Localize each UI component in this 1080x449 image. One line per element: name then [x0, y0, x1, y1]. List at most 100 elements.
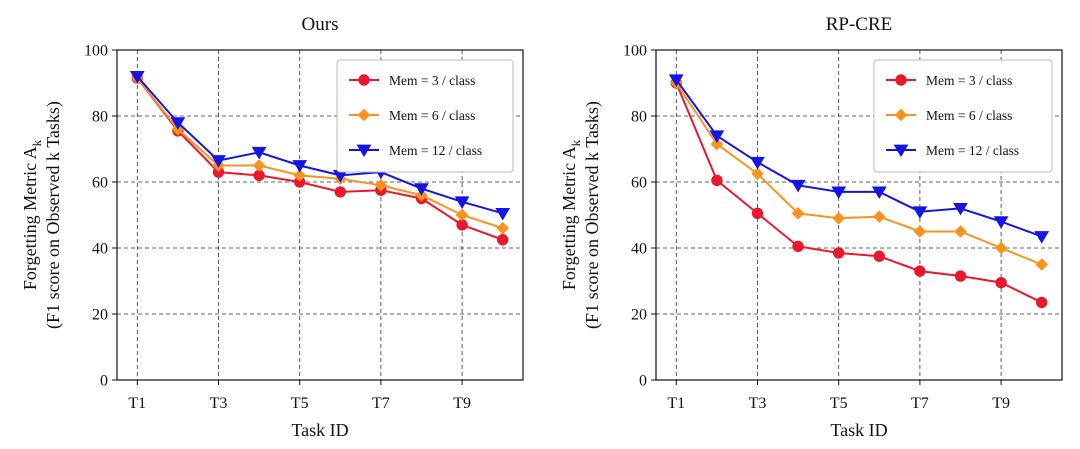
legend-label: Mem = 3 / class — [389, 73, 475, 88]
legend-label: Mem = 12 / class — [926, 143, 1019, 158]
legend: Mem = 3 / class Mem = 6 / class Mem = 12 /… — [336, 59, 514, 173]
x-tick-label: T1 — [667, 395, 685, 412]
series-3 — [668, 74, 1050, 244]
data-point — [129, 71, 145, 84]
y-tick-label: 80 — [92, 109, 108, 126]
legend: Mem = 3 / class Mem = 6 / class Mem = 12 /… — [873, 59, 1053, 173]
chart-panel-2: 0 20 40 60 80 100 T1 T3 T5 T7 T9 RP-CRE Task ID Forge… — [559, 14, 1063, 440]
data-point — [995, 276, 1007, 289]
y-axis-label: Forgetting Metric Ak — [559, 139, 583, 290]
data-point — [497, 234, 509, 246]
data-point — [252, 159, 266, 172]
x-axis-label: Task ID — [830, 420, 887, 440]
data-point — [914, 265, 926, 277]
y-tick-label: 40 — [92, 241, 108, 258]
chart-title: RP-CRE — [826, 14, 893, 35]
y-axis-label-main: Forgetting Metric A — [20, 146, 40, 290]
series-line — [675, 82, 1043, 266]
data-point — [668, 74, 684, 87]
y-tick-label: 100 — [623, 43, 647, 60]
legend-entry: Mem = 3 / class — [886, 73, 1012, 88]
data-point — [334, 186, 346, 198]
data-point — [709, 130, 725, 143]
y-tick-label: 0 — [639, 373, 647, 390]
legend-entry: Mem = 3 / class — [349, 73, 475, 88]
legend-entry: Mem = 6 / class — [886, 108, 1012, 123]
plot-frame — [116, 49, 524, 381]
data-point — [414, 183, 429, 196]
legend-label: Mem = 3 / class — [926, 73, 1012, 88]
data-point — [791, 207, 805, 220]
data-point — [496, 221, 510, 235]
legend-marker — [894, 108, 908, 122]
y-tick-label: 100 — [84, 43, 108, 60]
data-point — [455, 208, 469, 222]
data-point — [872, 210, 886, 223]
data-point — [750, 156, 765, 170]
y-axis-label: Forgetting Metric Ak — [20, 139, 44, 290]
data-point — [954, 270, 967, 282]
data-point — [833, 247, 845, 259]
x-tick-label: T5 — [291, 395, 309, 412]
data-point — [873, 250, 885, 262]
data-point — [994, 241, 1008, 255]
legend-entry: Mem = 12 / class — [349, 143, 482, 158]
x-tick-label: T7 — [372, 395, 390, 412]
data-point — [1036, 296, 1048, 309]
y-tick-label: 60 — [92, 175, 108, 192]
data-point — [711, 174, 723, 187]
data-point — [1034, 231, 1050, 244]
data-point — [913, 225, 927, 238]
data-point — [832, 211, 846, 225]
series-2 — [669, 76, 1049, 271]
data-point — [454, 196, 470, 209]
series-line — [136, 77, 504, 241]
legend-label: Mem = 6 / class — [926, 108, 1012, 123]
series-1 — [670, 77, 1048, 309]
y-axis-label-subscript: k — [568, 139, 583, 146]
y-axis-label-2: (F1 score on Observed k Tasks) — [43, 101, 64, 329]
y-axis-label-2: (F1 score on Observed k Tasks) — [582, 101, 603, 329]
data-point — [211, 155, 226, 168]
data-point — [954, 225, 967, 238]
data-point — [374, 178, 388, 192]
data-point — [831, 186, 847, 200]
data-point — [1035, 258, 1049, 271]
legend-box — [336, 59, 514, 173]
data-point — [293, 169, 307, 182]
y-tick-label: 0 — [100, 373, 108, 390]
x-axis-label: Task ID — [291, 420, 348, 440]
legend-marker — [893, 144, 909, 158]
x-tick-label: T3 — [749, 395, 767, 412]
data-point — [751, 167, 764, 181]
y-tick-label: 40 — [631, 241, 647, 258]
data-point — [790, 179, 806, 193]
chart-panel-1: 0 20 40 60 80 100 T1 T3 T5 T7 T9 Ours Task ID Forgett… — [20, 14, 524, 440]
y-tick-label: 20 — [92, 307, 108, 324]
data-point — [953, 203, 968, 216]
data-point — [792, 240, 804, 253]
x-tick-label: T1 — [128, 395, 146, 412]
x-tick-label: T7 — [911, 395, 929, 412]
y-axis-label-main: Forgetting Metric A — [559, 146, 579, 290]
legend-marker — [358, 74, 370, 86]
legend-label: Mem = 6 / class — [389, 108, 475, 123]
legend-entry: Mem = 6 / class — [349, 108, 475, 123]
data-point — [495, 207, 511, 221]
data-point — [751, 207, 764, 220]
plot-frame — [655, 49, 1063, 381]
x-tick-label: T9 — [453, 395, 471, 412]
x-tick-label: T3 — [210, 395, 228, 412]
data-point — [871, 186, 887, 200]
y-tick-label: 20 — [631, 307, 647, 324]
series-line — [136, 75, 503, 215]
x-tick-label: T9 — [992, 395, 1010, 412]
series-line — [136, 77, 504, 230]
legend-box — [873, 59, 1053, 173]
data-point — [170, 117, 186, 130]
legend-label: Mem = 12 / class — [389, 143, 482, 158]
legend-entry: Mem = 12 / class — [886, 143, 1019, 158]
data-point — [912, 206, 928, 219]
legend-marker — [357, 108, 371, 122]
